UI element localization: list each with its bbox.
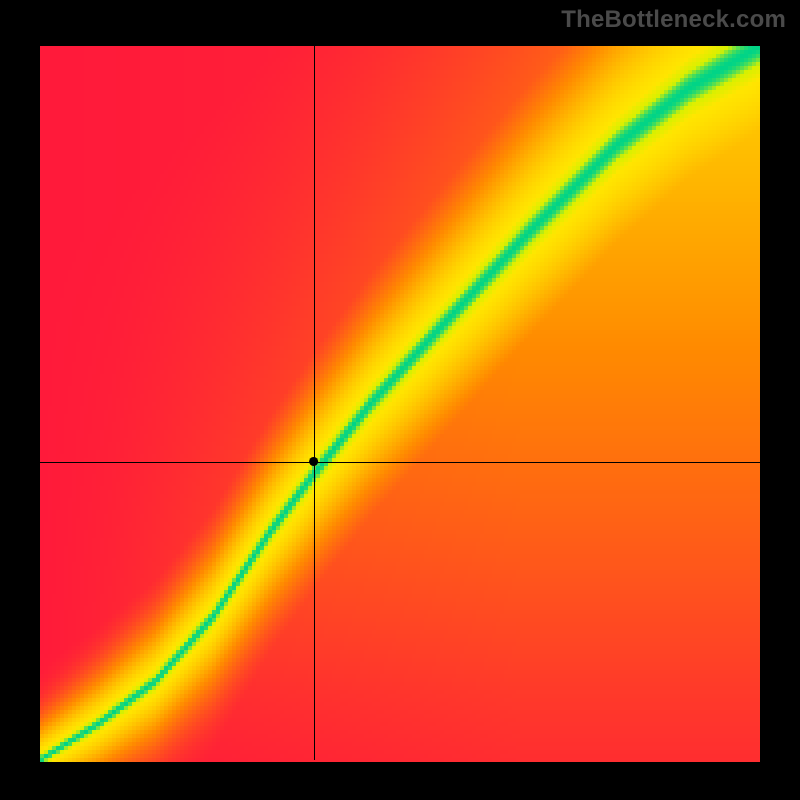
bottleneck-heatmap <box>0 0 800 800</box>
watermark-text: TheBottleneck.com <box>561 6 786 34</box>
chart-container: TheBottleneck.com <box>0 0 800 800</box>
